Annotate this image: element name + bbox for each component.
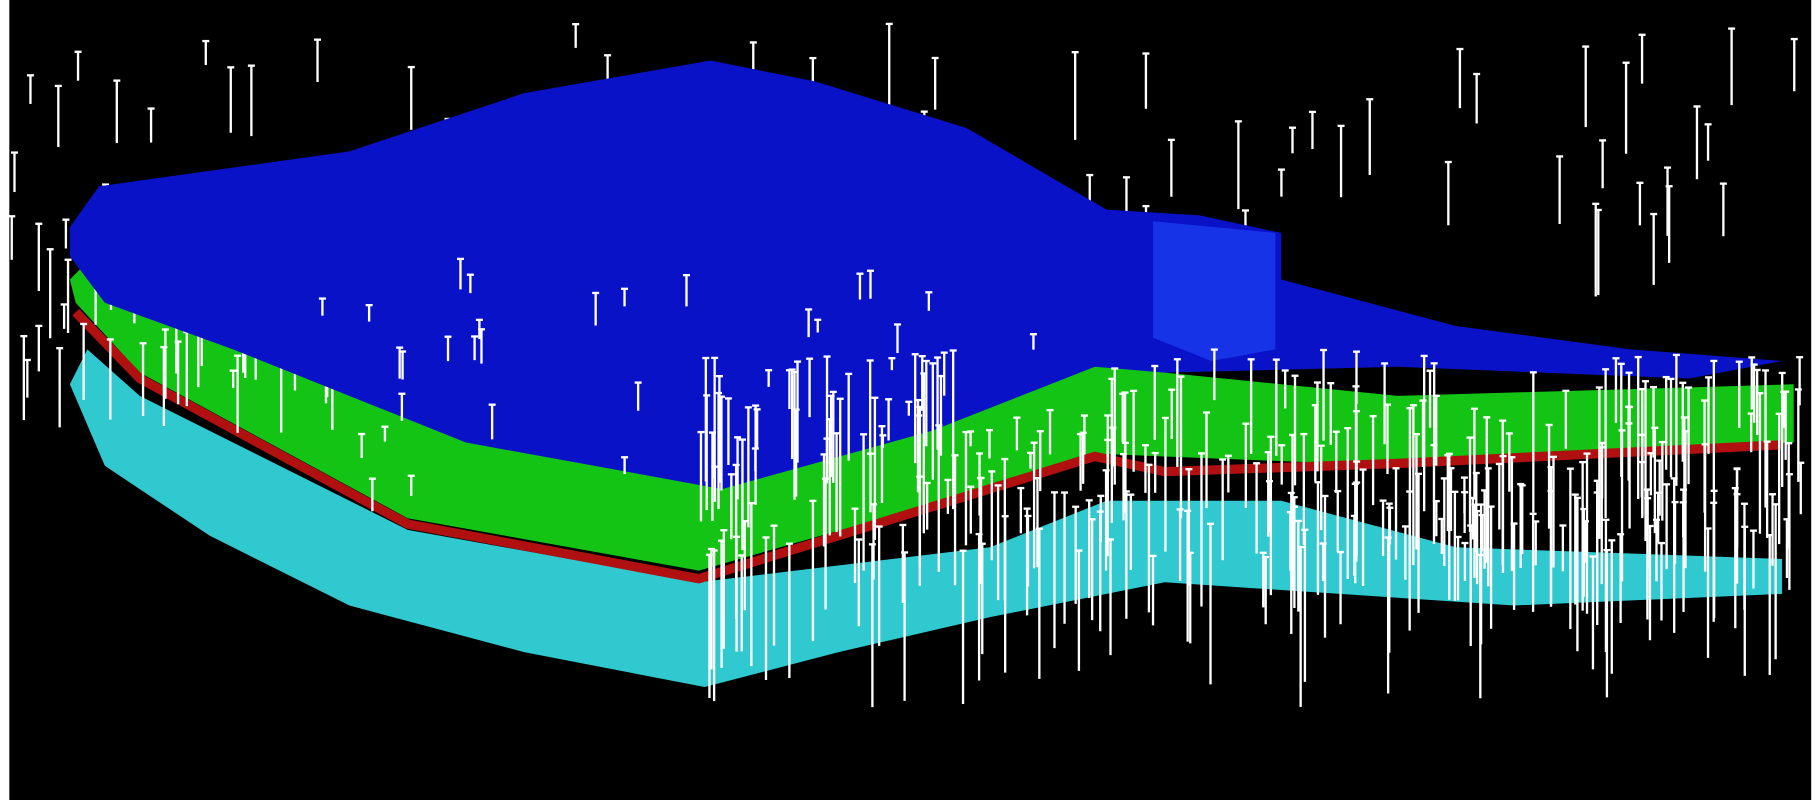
blue-scarp [1153, 221, 1276, 361]
cyan-layer [69, 349, 1783, 688]
blue-layer [69, 60, 1783, 490]
red-layer [72, 308, 1783, 584]
boreholes-front [229, 257, 1805, 708]
